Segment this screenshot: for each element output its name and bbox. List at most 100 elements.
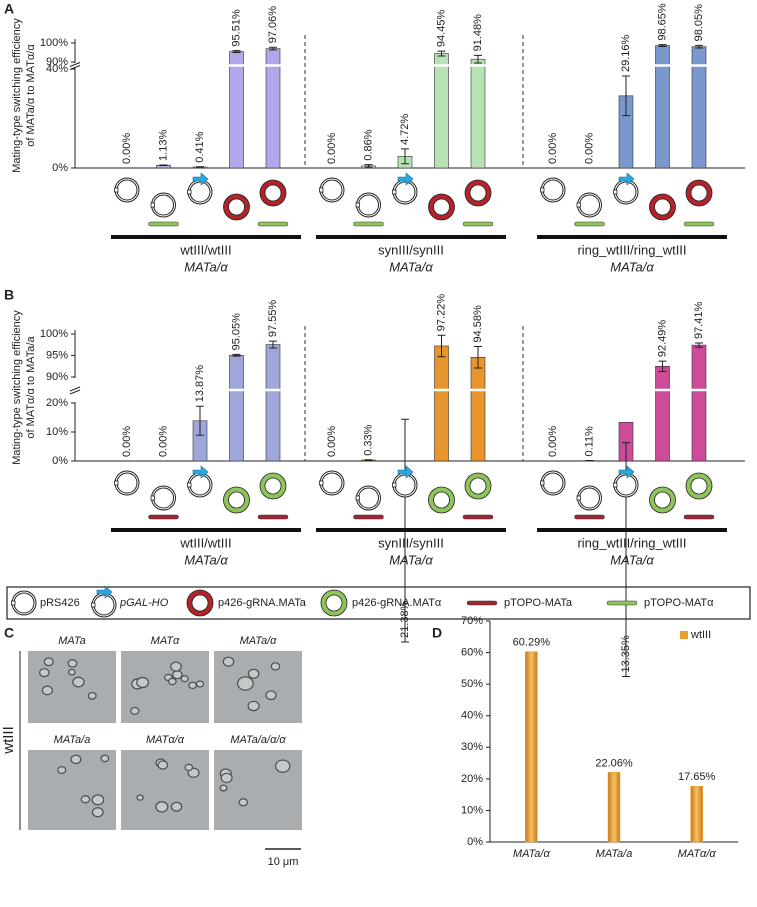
plasmid-icon — [540, 187, 545, 193]
cell — [180, 675, 189, 683]
value-label: 97.22% — [435, 294, 447, 332]
cell — [265, 690, 277, 701]
plasmid-icon — [392, 189, 397, 195]
value-label: 94.58% — [472, 305, 484, 343]
bar — [470, 357, 486, 462]
plasmid-icon — [319, 187, 324, 193]
legend-label: pRS426 — [40, 597, 80, 609]
cell — [87, 691, 97, 700]
plasmid-icon — [260, 473, 286, 499]
cell — [274, 759, 291, 773]
ho-arrow — [618, 172, 635, 186]
legend-label: pGAL-HO — [119, 597, 169, 609]
cell — [237, 676, 254, 691]
topo-bar — [462, 221, 494, 227]
y-tick-label: 40% — [46, 63, 68, 75]
group-label: synIII/synIII — [378, 242, 444, 257]
y-tick-label: 100% — [40, 37, 68, 49]
cell — [41, 685, 53, 696]
plasmid-icon — [319, 177, 345, 203]
plasmid-icon — [649, 194, 676, 220]
plasmid-icon — [649, 487, 676, 513]
topo-bar — [466, 600, 498, 606]
plasmid-icon — [685, 472, 713, 500]
plasmid-icon — [11, 590, 37, 616]
plasmid-icon — [151, 192, 176, 218]
group-subtitle: MATa/α — [610, 259, 654, 274]
error-bar — [658, 360, 667, 372]
plasmid-icon — [392, 472, 418, 498]
error-bar — [695, 44, 703, 49]
value-label: 98.65% — [656, 3, 668, 41]
plasmid-icon — [428, 487, 455, 513]
error-bar — [474, 54, 482, 64]
value-label: 13.35% — [620, 635, 632, 673]
cell — [155, 801, 169, 813]
plasmid-icon — [223, 194, 250, 220]
plasmid-icon — [690, 477, 708, 495]
plasmid-icon — [223, 193, 250, 221]
plasmid-icon — [150, 202, 155, 208]
cell — [170, 661, 182, 672]
plasmid-icon — [613, 179, 639, 205]
topo-bar — [574, 514, 605, 520]
plasmid-icon — [433, 198, 450, 216]
topo-bar — [353, 514, 384, 520]
value-label: 0.41% — [194, 131, 206, 162]
plasmid-icon — [654, 491, 671, 509]
plasmid-icon — [325, 594, 343, 612]
value-label: 91.48% — [472, 14, 484, 52]
error-bar — [437, 50, 446, 57]
cell — [80, 795, 91, 804]
group-label: wtIII/wtIII — [179, 535, 231, 550]
plasmid-icon — [613, 472, 639, 498]
y-tick-label: 0% — [52, 455, 68, 467]
y-tick-label: 90% — [46, 371, 68, 383]
topo-bar — [148, 221, 179, 227]
cell — [136, 794, 144, 801]
value-label: 95.05% — [230, 313, 242, 351]
image-label: MATa/α — [240, 635, 278, 647]
legend-label: pTOPO-MATa — [504, 597, 573, 609]
plasmid-icon — [223, 487, 250, 513]
error-bar — [437, 334, 446, 358]
value-label: 0.86% — [362, 129, 374, 160]
image-label: MATa — [58, 635, 86, 647]
plasmid-icon — [613, 189, 618, 195]
cell — [43, 657, 54, 667]
plasmid-icon — [91, 592, 117, 618]
error-bar — [622, 75, 630, 117]
bar — [655, 365, 670, 462]
plasmid-icon — [392, 179, 418, 205]
plasmid-icon — [428, 486, 455, 514]
error-bar — [232, 50, 241, 53]
x-tick-label: MATα/α — [678, 848, 717, 860]
plasmid-icon — [264, 184, 282, 202]
topo-bar — [683, 221, 715, 227]
error-bar — [232, 353, 241, 357]
plasmid-icon — [540, 470, 566, 496]
y-tick-label: 100% — [40, 328, 68, 340]
legend-label: pTOPO-MATα — [644, 597, 714, 609]
plasmid-icon — [356, 485, 381, 511]
topo-bar — [462, 514, 494, 520]
cell — [188, 681, 197, 690]
plasmid-icon — [649, 486, 676, 514]
bar — [434, 53, 449, 169]
image-label: MATa/a — [54, 734, 91, 746]
bar — [690, 786, 703, 843]
error-bar — [364, 459, 373, 461]
plasmid-icon — [319, 480, 324, 486]
y-axis-label: of MATα/α to MATa/a — [25, 336, 37, 439]
image-label: MATa/a/α/α — [230, 734, 286, 746]
plasmid-icon — [187, 590, 213, 616]
plasmid-icon — [228, 491, 245, 509]
y-tick-label: 70% — [461, 615, 483, 627]
group-subtitle: MATa/α — [184, 259, 228, 274]
cell — [130, 706, 140, 715]
error-bar — [269, 340, 277, 349]
plasmid-icon — [465, 180, 491, 206]
topo-bar — [574, 221, 605, 227]
cell — [168, 677, 177, 686]
legend-swatch — [680, 631, 688, 639]
